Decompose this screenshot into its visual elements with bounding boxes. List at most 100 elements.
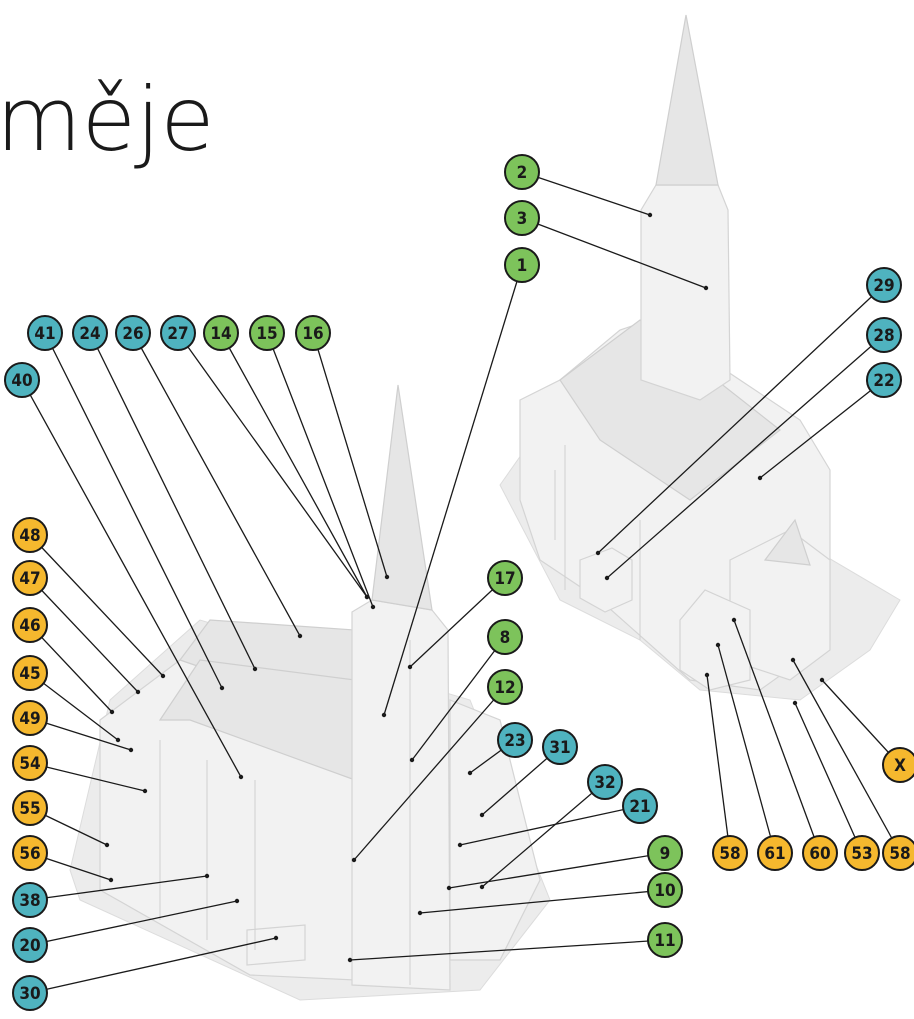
callout: 46	[13, 608, 47, 642]
callout-label: 2	[517, 163, 528, 183]
callout-label: 23	[504, 731, 525, 751]
target-dot	[408, 665, 412, 669]
callout-label: 17	[494, 569, 515, 589]
target-dot	[648, 213, 652, 217]
callout: 56	[13, 836, 47, 870]
target-dot	[732, 618, 736, 622]
callout: 2	[505, 155, 539, 189]
callout-label: 21	[629, 797, 650, 817]
right-model	[500, 15, 900, 700]
callout: 8	[488, 620, 522, 654]
target-dot	[820, 678, 824, 682]
target-dot	[382, 713, 386, 717]
callout-label: 3	[517, 209, 528, 229]
target-dot	[758, 476, 762, 480]
callout: 22	[867, 363, 901, 397]
callout: 24	[73, 316, 107, 350]
callout-label: 9	[660, 844, 671, 864]
callout: 49	[13, 701, 47, 735]
target-dot	[793, 701, 797, 705]
callout-label: 29	[873, 276, 894, 296]
target-dot	[110, 710, 114, 714]
target-dot	[143, 789, 147, 793]
callout: 28	[867, 318, 901, 352]
target-dot	[605, 576, 609, 580]
leader-line	[45, 333, 222, 688]
leader-line	[90, 333, 255, 669]
target-dot	[136, 690, 140, 694]
target-dot	[596, 551, 600, 555]
callout-label: 47	[19, 569, 40, 589]
callout-label: 48	[19, 526, 40, 546]
callout: 48	[13, 518, 47, 552]
callout: 27	[161, 316, 195, 350]
callout-label: 54	[19, 754, 40, 774]
callout: 61	[758, 836, 792, 870]
callout: 41	[28, 316, 62, 350]
callout-label: 28	[873, 326, 894, 346]
callout: 29	[867, 268, 901, 302]
target-dot	[458, 843, 462, 847]
callout: 30	[13, 976, 47, 1010]
callout: 45	[13, 656, 47, 690]
callout-label: 22	[873, 371, 894, 391]
callout: 15	[250, 316, 284, 350]
callout-label: 60	[809, 844, 830, 864]
callout-label: 61	[764, 844, 785, 864]
callout: 31	[543, 730, 577, 764]
target-dot	[129, 748, 133, 752]
target-dot	[385, 575, 389, 579]
target-dot	[468, 771, 472, 775]
callout: 55	[13, 791, 47, 825]
leader-line	[522, 172, 650, 215]
target-dot	[220, 686, 224, 690]
callout: 20	[13, 928, 47, 962]
callout-label: 24	[79, 324, 100, 344]
callout-label: 10	[654, 881, 675, 901]
target-dot	[239, 775, 243, 779]
leader-line	[313, 333, 387, 577]
target-dot	[704, 286, 708, 290]
callout: 38	[13, 883, 47, 917]
target-dot	[371, 605, 375, 609]
callout: 10	[648, 873, 682, 907]
callout-label: 15	[256, 324, 277, 344]
target-dot	[205, 874, 209, 878]
callout-label: 56	[19, 844, 40, 864]
callout: 60	[803, 836, 837, 870]
callout-label: 55	[19, 799, 40, 819]
callout-label: 40	[11, 371, 32, 391]
target-dot	[447, 886, 451, 890]
target-dot	[116, 738, 120, 742]
leader-line	[795, 703, 862, 853]
callout-label: 26	[122, 324, 143, 344]
callout-label: 58	[719, 844, 740, 864]
callout-label: 12	[494, 678, 515, 698]
callout: 12	[488, 670, 522, 704]
callout-label: X	[894, 756, 906, 776]
target-dot	[418, 911, 422, 915]
callout-label: 31	[549, 738, 570, 758]
callout-label: 11	[654, 931, 675, 951]
leader-line	[221, 333, 367, 597]
callout: 17	[488, 561, 522, 595]
callout-label: 14	[210, 324, 231, 344]
diagram: měje 23141242627141516402928224847464549…	[0, 0, 914, 1019]
target-dot	[480, 885, 484, 889]
target-dot	[410, 758, 414, 762]
callout-label: 8	[500, 628, 511, 648]
callout-label: 46	[19, 616, 40, 636]
callout-label: 53	[851, 844, 872, 864]
title: měje	[0, 68, 214, 171]
callout: 54	[13, 746, 47, 780]
callout-label: 32	[594, 773, 615, 793]
callout-label: 38	[19, 891, 40, 911]
callout-label: 49	[19, 709, 40, 729]
callout: 21	[623, 789, 657, 823]
callout-label: 20	[19, 936, 40, 956]
callout: 14	[204, 316, 238, 350]
callout-label: 27	[167, 324, 188, 344]
callout: 11	[648, 923, 682, 957]
leader-line	[30, 535, 163, 676]
leader-line	[707, 675, 730, 853]
